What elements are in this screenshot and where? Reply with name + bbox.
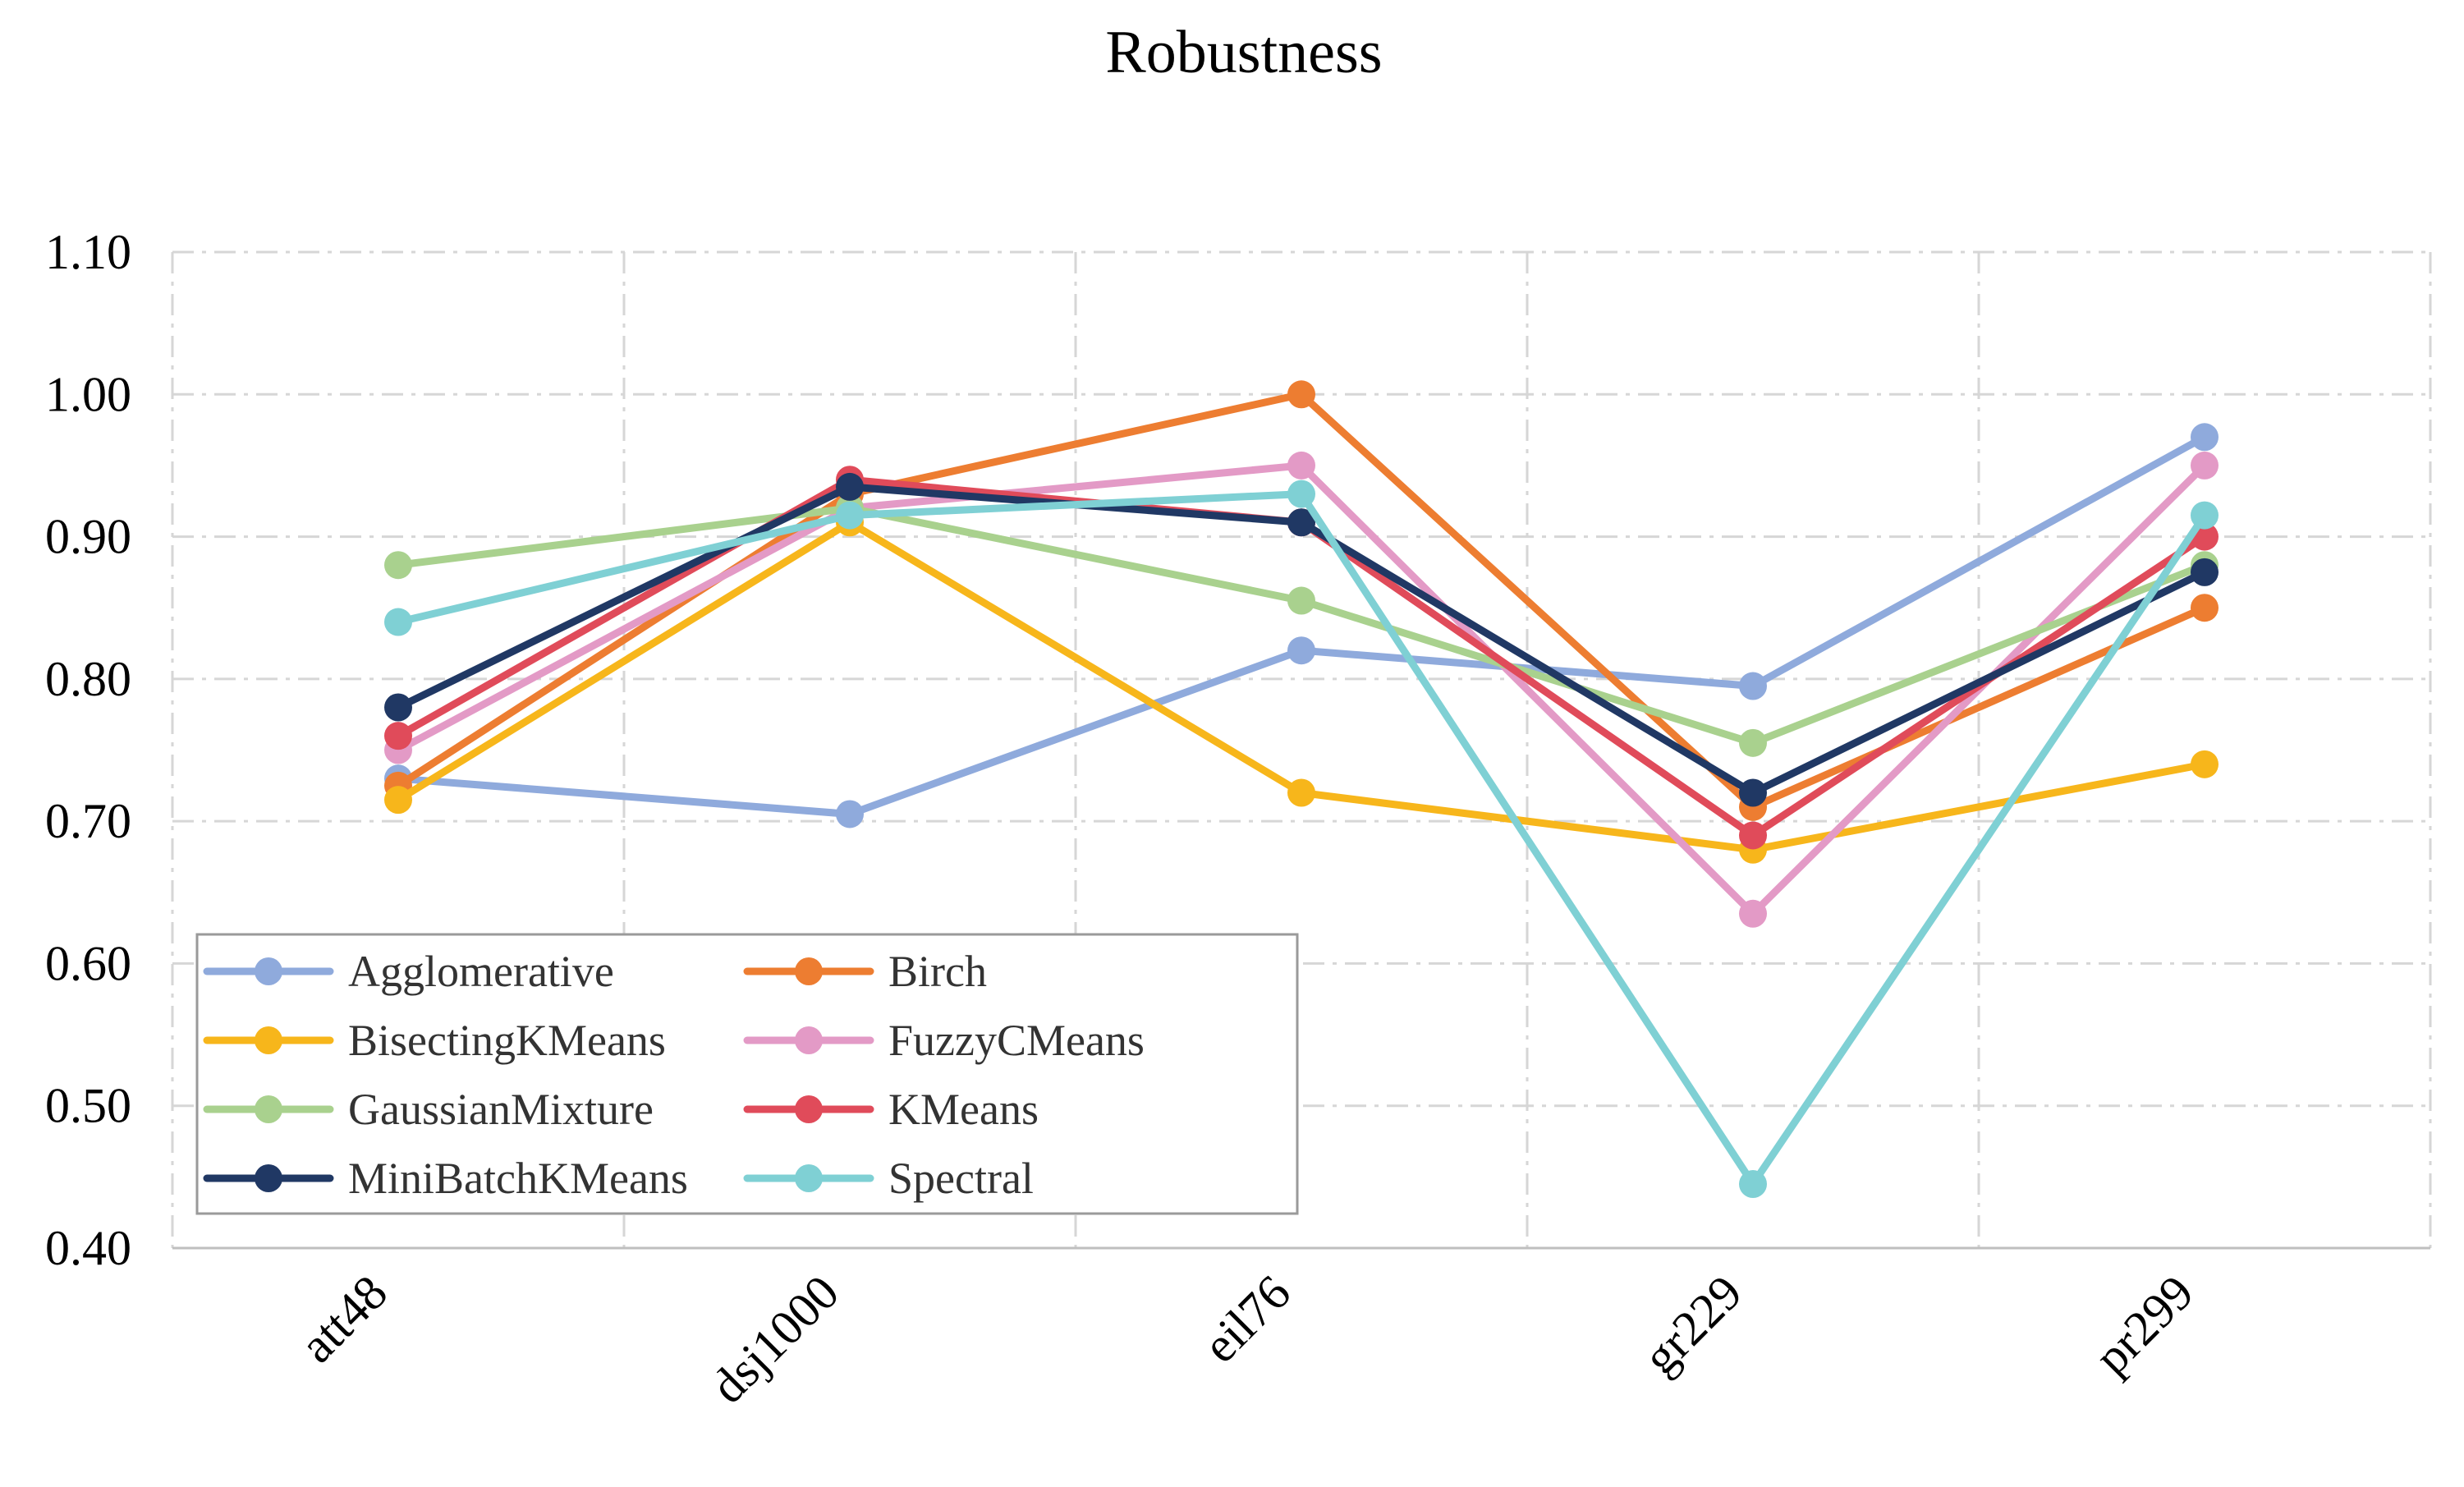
data-point — [384, 722, 412, 750]
x-tick-label: gr229 — [1633, 1265, 1753, 1385]
data-point — [1287, 480, 1315, 508]
data-point — [1739, 778, 1767, 807]
data-point — [384, 608, 412, 636]
legend-label: Spectral — [888, 1154, 1034, 1203]
data-point — [1287, 636, 1315, 665]
data-point — [2191, 594, 2219, 622]
data-point — [1739, 821, 1767, 850]
y-tick-label: 0.90 — [45, 510, 131, 564]
data-point — [1287, 451, 1315, 480]
legend-marker — [795, 1095, 823, 1123]
data-point — [836, 501, 864, 530]
legend-label: KMeans — [888, 1085, 1039, 1134]
data-point — [1739, 672, 1767, 700]
legend-label: BisectingKMeans — [348, 1016, 666, 1065]
legend-marker — [255, 957, 282, 985]
legend-item: FuzzyCMeans — [743, 1016, 1145, 1065]
axes: 0.40 0.50 0.60 0.70 0.80 0.90 1.00 1.10 att48 dsj… — [45, 225, 2430, 1414]
y-tick-label: 0.70 — [45, 794, 131, 848]
data-point — [1739, 728, 1767, 757]
data-point — [1739, 899, 1767, 928]
series-group — [384, 472, 2219, 807]
data-point — [2191, 558, 2219, 586]
legend-label: MiniBatchKMeans — [348, 1154, 688, 1203]
data-point — [384, 551, 412, 580]
series-lines — [384, 380, 2219, 1199]
legend-label: Agglomerative — [348, 947, 614, 996]
legend-marker — [795, 1026, 823, 1054]
data-point — [2191, 501, 2219, 530]
legend-box — [195, 933, 1299, 1215]
legend-item: Agglomerative — [203, 947, 614, 996]
data-point — [1287, 380, 1315, 409]
data-point — [1287, 508, 1315, 537]
legend-marker — [795, 957, 823, 985]
x-tick-label: eil76 — [1193, 1265, 1301, 1374]
legend-item: GaussianMixture — [203, 1085, 654, 1134]
y-tick-label: 0.50 — [45, 1079, 131, 1133]
legend-marker — [255, 1095, 282, 1123]
legend-marker — [255, 1026, 282, 1054]
legend-label: Birch — [888, 947, 987, 996]
x-tick-label: pr299 — [2085, 1265, 2205, 1385]
legend-marker — [795, 1164, 823, 1192]
legend: Agglomerative Birch BisectingKMeans FuzzyCM… — [195, 933, 1299, 1215]
legend-item: Birch — [743, 947, 987, 996]
data-point — [2191, 423, 2219, 452]
x-tick-label: dsj1000 — [700, 1265, 849, 1414]
data-point — [836, 800, 864, 828]
y-tick-label: 0.40 — [45, 1221, 131, 1275]
y-tick-label: 0.80 — [45, 652, 131, 706]
series-group — [384, 480, 2219, 1199]
data-point — [384, 786, 412, 815]
legend-item: KMeans — [743, 1085, 1039, 1134]
data-point — [836, 472, 864, 501]
legend-item: BisectingKMeans — [203, 1016, 666, 1065]
chart-title: Robustness — [1105, 19, 1382, 86]
data-point — [384, 693, 412, 722]
legend-item: Spectral — [743, 1154, 1034, 1203]
data-point — [1287, 586, 1315, 615]
x-tick-label: att48 — [290, 1265, 398, 1374]
data-point — [1739, 1170, 1767, 1199]
y-tick-label: 1.10 — [45, 225, 131, 279]
legend-label: FuzzyCMeans — [888, 1016, 1145, 1065]
data-point — [1287, 778, 1315, 807]
y-tick-label: 1.00 — [45, 367, 131, 421]
legend-marker — [255, 1164, 282, 1192]
legend-item: MiniBatchKMeans — [203, 1154, 688, 1203]
y-tick-label: 0.60 — [45, 936, 131, 990]
data-point — [2191, 750, 2219, 778]
legend-label: GaussianMixture — [348, 1085, 654, 1134]
data-point — [2191, 451, 2219, 480]
